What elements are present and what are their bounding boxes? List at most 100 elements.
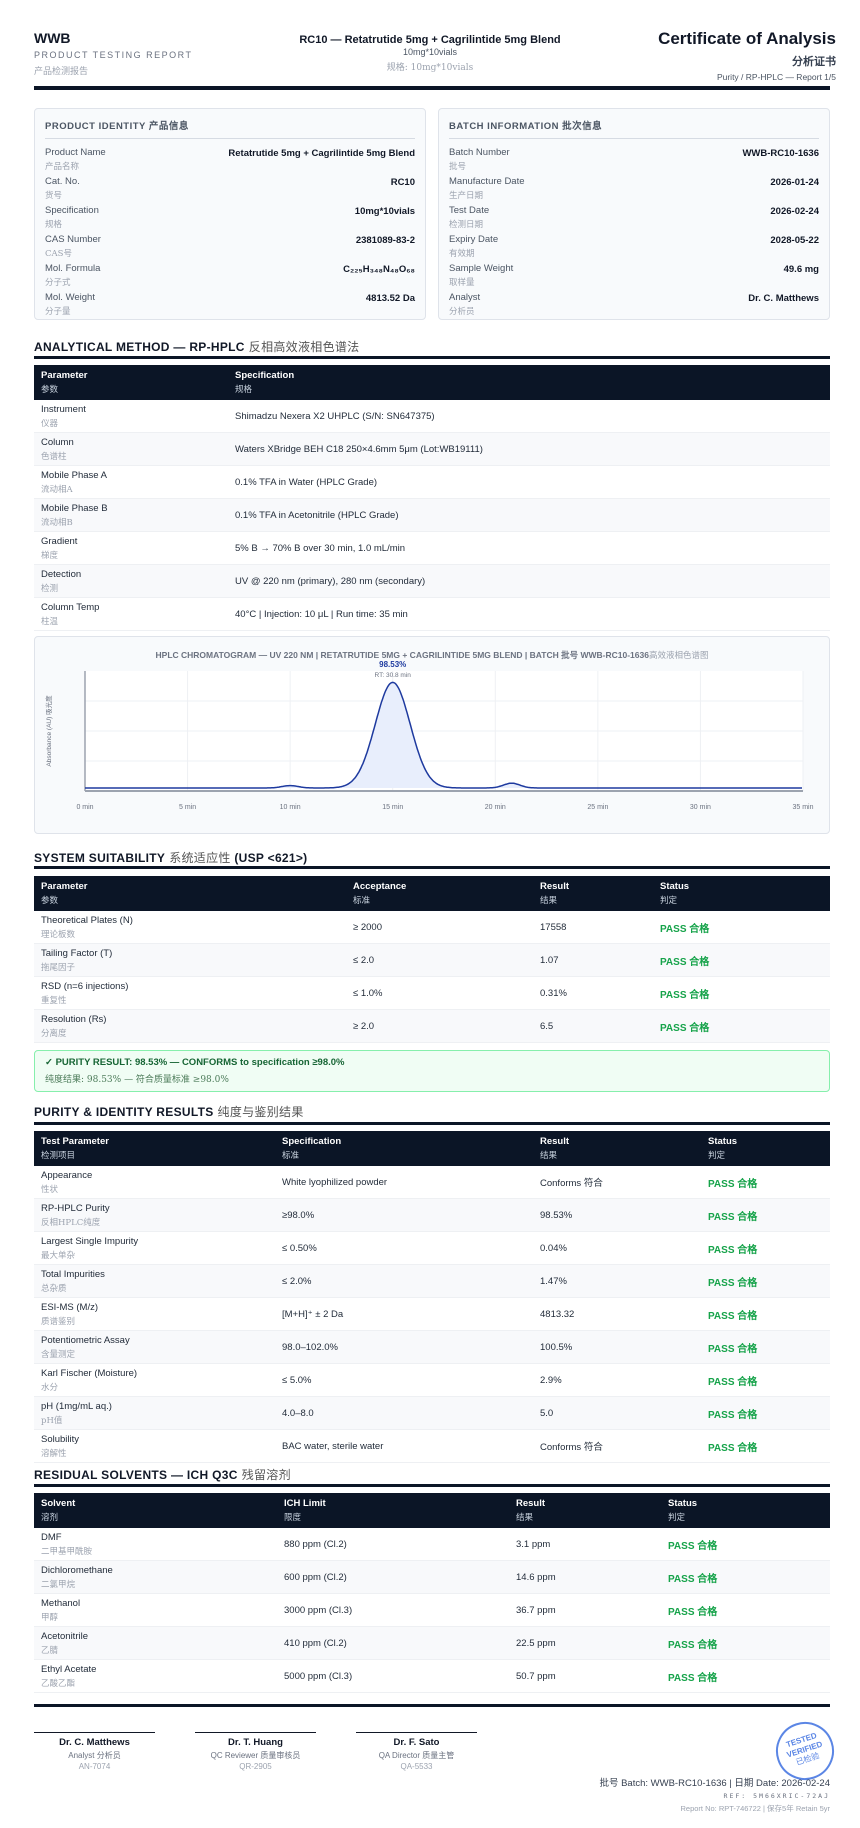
footer-report-no: Report No: RPT-746722 | 保存5年 Retain 5yr <box>680 1804 830 1813</box>
peak-annotation: 98.53% <box>379 660 406 669</box>
info-value: 2381089-83-2 <box>355 235 415 246</box>
status-cell: PASS 合格 <box>661 1659 830 1693</box>
parameter-cell: Resolution (Rs) 分离度 <box>34 1009 346 1043</box>
chromatogram-trace <box>85 681 802 789</box>
footer-batch-date: 批号 Batch: WWB-RC10-1636 | 日期 Date: 2026-… <box>599 1778 830 1789</box>
status-badge: PASS 合格 <box>708 1211 758 1223</box>
signer-id: QR-2905 <box>239 1762 272 1771</box>
cell-value: 0.1% TFA in Water (HPLC Grade) <box>235 476 378 488</box>
table-row: Column 色谱柱 Waters XBridge BEH C18 250×4.6m… <box>34 432 830 466</box>
value-cell: 0.1% TFA in Water (HPLC Grade) <box>228 465 830 499</box>
column-header-zh: 参数 <box>41 384 59 394</box>
method-table: Parameter 参数 Specification 规格 Instrument 仪器 Sh… <box>34 365 830 631</box>
cell-value: Conforms 符合 <box>540 1442 603 1453</box>
column-header-en: Status <box>708 1136 738 1147</box>
info-key: Product Name <box>45 147 106 158</box>
parameter-name: ESI-MS (M/z) <box>41 1302 98 1313</box>
section-title-tail: (USP <621>) <box>234 851 308 865</box>
value-cell: 5.0 <box>533 1396 701 1430</box>
status-cell: PASS 合格 <box>653 976 830 1010</box>
info-label: CAS Number CAS号 <box>45 234 101 259</box>
info-label: Analyst 分析员 <box>449 292 480 317</box>
table-row: Dichloromethane 二氯甲烷 600 ppm (Cl.2) 14.6 pp… <box>34 1560 830 1594</box>
value-cell: 880 ppm (Cl.2) <box>277 1528 509 1561</box>
cell-value: Conforms 符合 <box>540 1178 603 1189</box>
info-row: CAS Number CAS号 2381089-83-2 <box>45 230 415 259</box>
value-cell: ≤ 2.0 <box>346 943 533 977</box>
table-row: DMF 二甲基甲酰胺 880 ppm (Cl.2) 3.1 ppm PASS 合格 <box>34 1528 830 1561</box>
info-row: Specification 规格 10mg*10vials <box>45 201 415 230</box>
info-label: Manufacture Date 生产日期 <box>449 176 525 201</box>
info-key: Specification <box>45 205 99 216</box>
status-badge: PASS 合格 <box>708 1277 758 1289</box>
info-row: Test Date 检测日期 2026-02-24 <box>449 201 819 230</box>
document-title: Certificate of Analysis <box>658 29 836 48</box>
info-value: RC10 <box>390 177 415 188</box>
table-row: Column Temp 柱温 40°C | Injection: 10 μL | R… <box>34 597 830 631</box>
info-value: WWB-RC10-1636 <box>742 148 819 159</box>
parameter-name-zh: 最大单杂 <box>41 1251 76 1261</box>
status-cell: PASS 合格 <box>701 1198 830 1232</box>
info-label: Cat. No. 货号 <box>45 176 80 201</box>
parameter-name-zh: 甲醇 <box>41 1613 59 1623</box>
parameter-name: Solubility <box>41 1434 80 1445</box>
info-key: Batch Number <box>449 147 510 158</box>
product-spec: 10mg*10vials <box>402 47 458 57</box>
value-cell: Conforms 符合 <box>533 1429 701 1463</box>
peak-retention-time: RT: 30.8 min <box>375 672 412 679</box>
signer-role: Analyst 分析员 <box>68 1751 121 1760</box>
parameter-name-zh: 梯度 <box>41 551 59 561</box>
column-header: Status 判定 <box>661 1493 830 1528</box>
table-row: Theoretical Plates (N) 理论板数 ≥ 2000 17558 PAS… <box>34 911 830 944</box>
parameter-name: Gradient <box>41 536 78 547</box>
cell-value: 6.5 <box>540 1020 554 1032</box>
parameter-name-zh: 反相HPLC纯度 <box>41 1218 101 1228</box>
cell-value: 0.04% <box>540 1242 567 1254</box>
value-cell: 50.7 ppm <box>509 1659 661 1693</box>
value-cell: 98.53% <box>533 1198 701 1232</box>
cell-value: 98.0–102.0% <box>282 1341 338 1353</box>
status-cell: PASS 合格 <box>701 1166 830 1199</box>
parameter-name: Potentiometric Assay <box>41 1335 130 1346</box>
status-cell: PASS 合格 <box>701 1330 830 1364</box>
parameter-cell: Total Impurities 总杂质 <box>34 1264 275 1298</box>
parameter-name: RP-HPLC Purity <box>41 1203 110 1214</box>
value-cell: ≤ 5.0% <box>275 1363 533 1397</box>
signer-name: Dr. F. Sato <box>393 1737 440 1748</box>
cell-value: 0.1% TFA in Acetonitrile (HPLC Grade) <box>235 509 399 521</box>
column-header-en: Solvent <box>41 1498 76 1509</box>
info-key: Manufacture Date <box>449 176 525 187</box>
table-header-row: Parameter 参数 Acceptance 标准 Result 结果 Status 判定 <box>34 876 830 911</box>
table-row: RP-HPLC Purity 反相HPLC纯度 ≥98.0% 98.53% PASS 合… <box>34 1198 830 1232</box>
column-header-en: Parameter <box>41 881 88 892</box>
section-divider <box>34 1122 830 1125</box>
status-badge: PASS 合格 <box>668 1672 718 1684</box>
solvents-table: Solvent 溶剂 ICH Limit 限度 Result 结果 Status 判定 DMF 二… <box>34 1493 830 1693</box>
column-header-en: Result <box>516 1498 546 1509</box>
value-cell: 6.5 <box>533 1009 653 1043</box>
document-title-zh: 分析证书 <box>792 56 836 68</box>
value-cell: 4813.32 <box>533 1297 701 1331</box>
cell-value: 3000 ppm (Cl.3) <box>284 1604 353 1616</box>
signer-name: Dr. T. Huang <box>228 1737 283 1748</box>
signature-analyst: Dr. C. Matthews Analyst 分析员 AN-7074 <box>34 1732 155 1771</box>
parameter-name-zh: 溶解性 <box>41 1449 67 1459</box>
status-badge: PASS 合格 <box>660 956 710 968</box>
status-cell: PASS 合格 <box>701 1363 830 1397</box>
column-header-zh: 结果 <box>540 895 558 905</box>
brand-subtitle-zh: 产品检测报告 <box>34 67 89 77</box>
parameter-name: Appearance <box>41 1170 93 1181</box>
info-key: CAS Number <box>45 234 101 245</box>
column-header: Parameter 参数 <box>34 876 346 911</box>
info-value: 49.6 mg <box>783 264 819 275</box>
cell-value: ≤ 2.0 <box>353 954 375 966</box>
parameter-cell: Appearance 性状 <box>34 1166 275 1199</box>
status-badge: PASS 合格 <box>668 1639 718 1651</box>
value-cell: 98.0–102.0% <box>275 1330 533 1364</box>
info-value: 2028-05-22 <box>770 235 819 246</box>
status-cell: PASS 合格 <box>701 1231 830 1265</box>
column-header-zh: 参数 <box>41 895 59 905</box>
value-cell: 17558 <box>533 911 653 944</box>
signer-role: QC Reviewer 质量审核员 <box>210 1751 301 1760</box>
parameter-name: Dichloromethane <box>41 1565 113 1576</box>
